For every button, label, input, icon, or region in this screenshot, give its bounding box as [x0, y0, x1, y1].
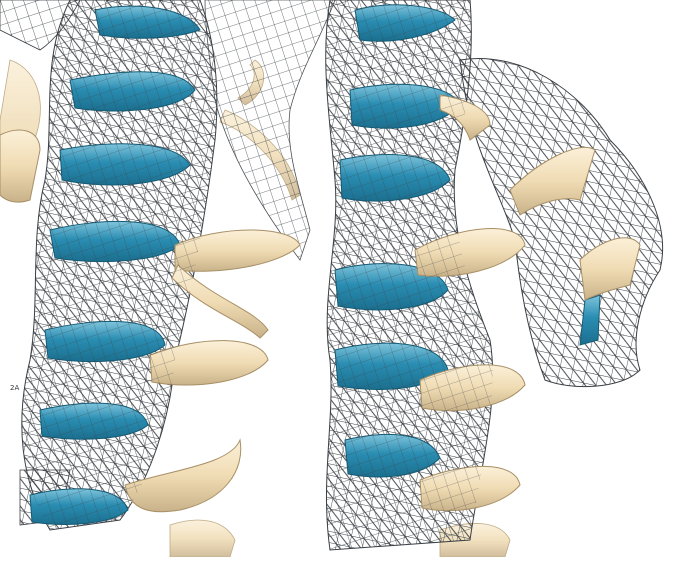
density-mesh-front [21, 0, 493, 550]
atom-label: 2A [10, 384, 20, 392]
